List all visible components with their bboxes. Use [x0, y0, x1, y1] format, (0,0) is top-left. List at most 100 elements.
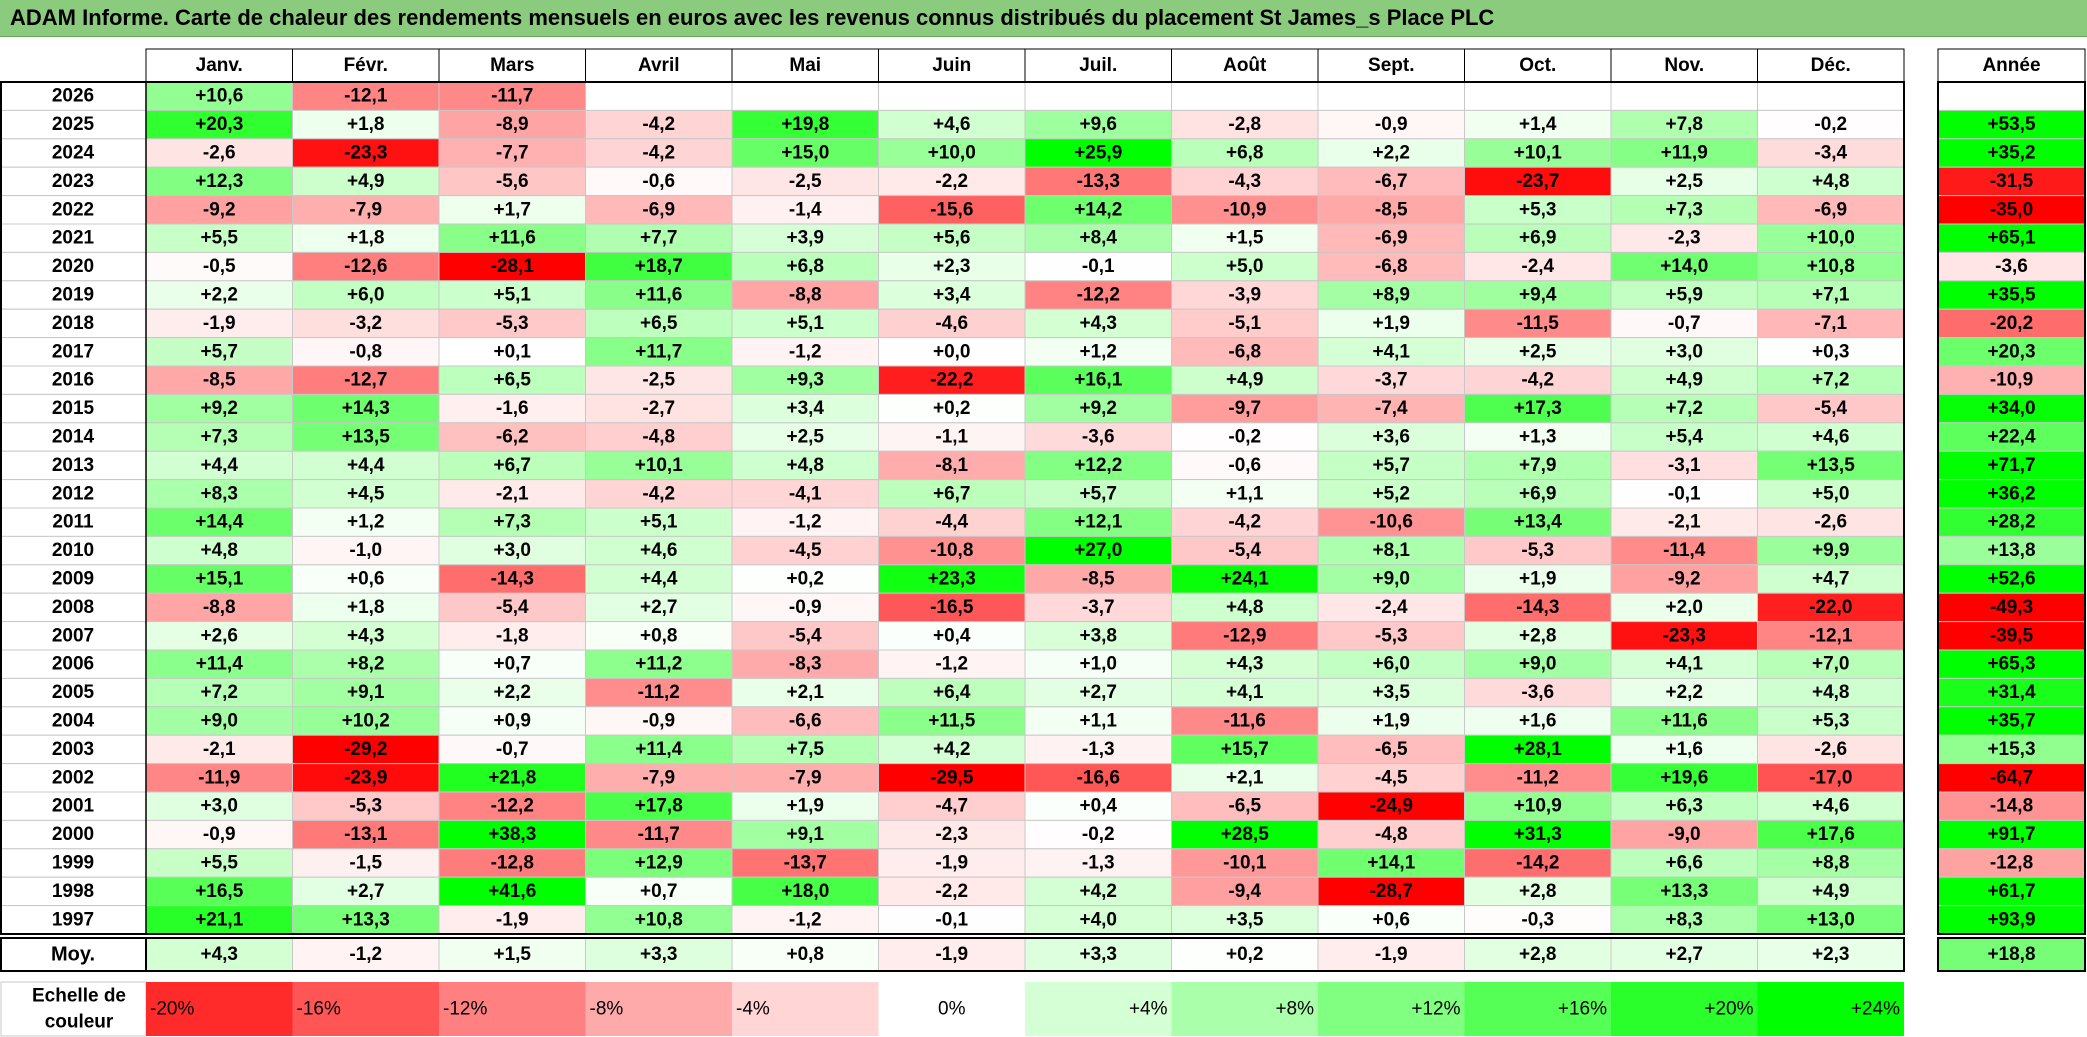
- month-header-label: Janv.: [196, 55, 243, 76]
- heatmap-cell: [1464, 195, 1612, 225]
- heatmap-cell-value: -1,1: [935, 427, 968, 448]
- heatmap-cell-value: -29,2: [344, 739, 387, 760]
- heatmap-cell: [145, 450, 293, 481]
- year-label: 2005: [52, 682, 95, 703]
- year-label: 2022: [52, 199, 94, 220]
- heatmap-cell-value: +0,0: [933, 341, 971, 362]
- heatmap-cell: [731, 393, 879, 424]
- heatmap-cell-value: -1,2: [935, 654, 968, 675]
- heatmap-cell-value: +27,0: [1074, 540, 1122, 561]
- year-label-cell: [0, 365, 147, 395]
- heatmap-cell-value: -1,8: [496, 625, 529, 646]
- heatmap-cell-value: +9,2: [200, 398, 238, 419]
- heatmap-cell: [1610, 223, 1758, 253]
- heatmap-cell-value: -0,2: [1082, 824, 1115, 845]
- heatmap-cell: [292, 337, 440, 367]
- heatmap-cell: [1317, 791, 1465, 821]
- heatmap-cell: [292, 649, 440, 679]
- heatmap-cell-value: +25,9: [1074, 143, 1122, 164]
- heatmap-cell: [585, 393, 733, 424]
- year-total-value: -31,5: [1990, 171, 2034, 192]
- heatmap-cell-value: -1,2: [789, 909, 822, 930]
- heatmap-cell-value: +3,0: [200, 796, 238, 817]
- heatmap-cell-value: -8,5: [1375, 199, 1408, 220]
- heatmap-cell-value: +1,4: [1519, 114, 1557, 135]
- heatmap-cell-value: +28,5: [1221, 824, 1270, 845]
- heatmap-cell-value: +4,5: [347, 483, 385, 504]
- heatmap-cell-value: +14,0: [1660, 256, 1708, 277]
- heatmap-cell: [1317, 876, 1465, 907]
- heatmap-cell-value: -2,3: [935, 824, 968, 845]
- heatmap-cell: [438, 81, 586, 111]
- heatmap-cell: [292, 81, 440, 111]
- heatmap-cell: [1757, 649, 1905, 679]
- heatmap-cell: [1610, 535, 1758, 566]
- heatmap-cell: [878, 706, 1026, 736]
- heatmap-cell: [1171, 138, 1319, 168]
- year-label: 2020: [52, 256, 94, 277]
- heatmap-cell-value: +21,8: [488, 767, 536, 788]
- heatmap-cell-value: -11,9: [198, 767, 240, 788]
- heatmap-cell-value: +12,9: [635, 853, 683, 874]
- heatmap-cell: [731, 905, 879, 935]
- heatmap-cell-value: -23,3: [1663, 625, 1706, 646]
- heatmap-cell-value: -2,1: [203, 739, 236, 760]
- heatmap-cell-value: +2,2: [200, 285, 238, 306]
- heatmap-cell: [1171, 251, 1319, 282]
- heatmap-cell: [1610, 819, 1758, 850]
- heatmap-cell: [878, 876, 1026, 907]
- heatmap-cell: [1171, 564, 1319, 594]
- heatmap-cell: [1757, 905, 1905, 935]
- heatmap-cell-value: +9,0: [1372, 569, 1410, 590]
- heatmap-cell: [878, 535, 1026, 566]
- average-value: +3,3: [640, 944, 678, 965]
- heatmap-cell: [1024, 308, 1172, 339]
- heatmap-cell-value: +3,0: [1665, 341, 1703, 362]
- heatmap-cell: [1610, 422, 1758, 452]
- heatmap-cell-value: -2,2: [935, 171, 968, 192]
- month-header-cell: [731, 48, 879, 83]
- year-total-value: +36,2: [1987, 483, 2035, 504]
- heatmap-cell-value: +5,0: [1812, 483, 1850, 504]
- heatmap-cell-value: +3,5: [1226, 909, 1264, 930]
- heatmap-cell: [1610, 81, 1758, 111]
- heatmap-cell: [145, 564, 293, 594]
- heatmap-cell-value: +15,0: [781, 143, 829, 164]
- heatmap-cell-value: -29,5: [930, 767, 974, 788]
- heatmap-cell: [1757, 166, 1905, 197]
- heatmap-cell: [585, 223, 733, 253]
- heatmap-cell: [292, 138, 440, 168]
- heatmap-cell-value: +4,6: [1812, 796, 1850, 817]
- heatmap-cell-value: +10,0: [1807, 228, 1855, 249]
- heatmap-cell-value: -16,6: [1077, 767, 1120, 788]
- heatmap-cell: [145, 876, 293, 907]
- heatmap-cell-value: +3,4: [786, 398, 824, 419]
- heatmap-cell-value: +4,6: [640, 540, 678, 561]
- heatmap-cell: [1317, 251, 1465, 282]
- heatmap-cell-value: -2,8: [1228, 114, 1261, 135]
- month-header-cell: [145, 48, 293, 83]
- heatmap-cell-value: +4,8: [1226, 597, 1264, 618]
- heatmap-cell-value: +3,8: [1079, 625, 1117, 646]
- heatmap-cell-value: +11,6: [635, 285, 682, 306]
- heatmap-cell: [731, 819, 879, 850]
- heatmap-cell: [1610, 649, 1758, 679]
- heatmap-cell: [1464, 649, 1612, 679]
- year-total-cell: [1937, 479, 2086, 509]
- heatmap-cell: [1317, 848, 1465, 878]
- heatmap-cell: [1610, 365, 1758, 395]
- heatmap-cell: [731, 109, 879, 140]
- heatmap-cell: [1757, 507, 1905, 537]
- heatmap-cell-value: +38,3: [488, 824, 536, 845]
- heatmap-cell-value: +2,6: [200, 625, 238, 646]
- heatmap-cell-value: -1,4: [789, 199, 822, 220]
- heatmap-cell: [731, 138, 879, 168]
- heatmap-cell-value: +10,6: [195, 86, 243, 107]
- heatmap-cell: [1317, 280, 1465, 310]
- heatmap-cell-value: -24,9: [1370, 796, 1413, 817]
- heatmap-cell-value: +10,8: [1807, 256, 1855, 277]
- heatmap-cell: [878, 337, 1026, 367]
- heatmap-cell-value: +7,8: [1665, 114, 1703, 135]
- month-header-cell: [878, 48, 1026, 83]
- heatmap-cell-value: -0,3: [1521, 909, 1554, 930]
